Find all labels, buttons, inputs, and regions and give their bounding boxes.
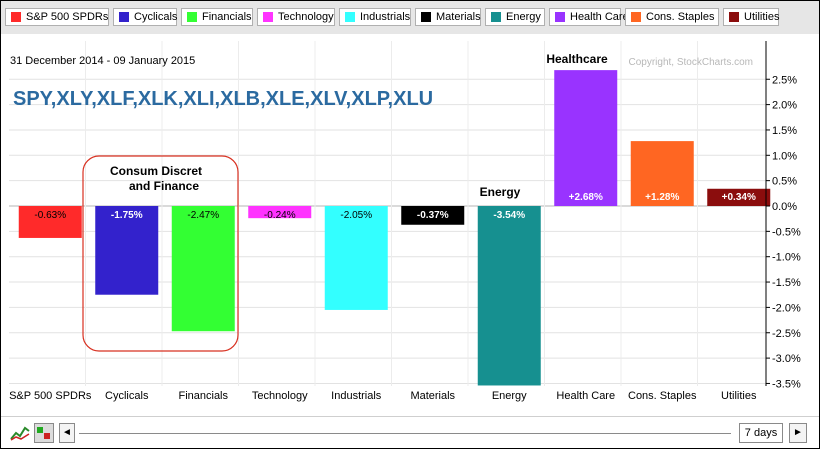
legend-item[interactable]: Cyclicals [113, 8, 177, 26]
y-tick-label: -2.5% [772, 328, 801, 340]
symbols-title: SPY,XLY,XLF,XLK,XLI,XLB,XLE,XLV,XLP,XLU [13, 88, 433, 110]
bar-value-label: -0.24% [264, 210, 296, 221]
range-select[interactable]: 7 days [739, 423, 783, 443]
legend-item[interactable]: Technology [257, 8, 335, 26]
category-label: Materials [410, 390, 455, 402]
legend-item[interactable]: Cons. Staples [625, 8, 719, 26]
bar [630, 141, 694, 206]
y-tick-label: 2.0% [772, 100, 797, 112]
legend-item[interactable]: Health Care [549, 8, 629, 26]
category-label: Health Care [556, 390, 615, 402]
perf-chart: 31 December 2014 - 09 January 2015 SPY,X… [9, 41, 801, 402]
category-label: Utilities [721, 390, 757, 402]
date-range: 31 December 2014 - 09 January 2015 [10, 55, 195, 67]
chart-type-button[interactable] [9, 423, 31, 443]
bar-value-label: -2.47% [187, 210, 219, 221]
y-axis: 2.5% 2.0% 1.5% 1.0% 0.5% 0.0% -0.5% -1.0% -1.5% -… [765, 41, 801, 390]
legend-swatch [491, 12, 501, 22]
y-tick-label: -3.5% [772, 378, 801, 390]
bar-value-label: -1.75% [111, 210, 143, 221]
bar-value-label: -0.63% [34, 210, 66, 221]
bar-value-label: +0.34% [722, 192, 756, 203]
legend-item[interactable]: S&P 500 SPDRs [5, 8, 109, 26]
bar-chart-icon [37, 427, 50, 439]
legend-bar: S&P 500 SPDRs Cyclicals Financials Technolo… [1, 1, 819, 34]
energy-note: Energy [480, 185, 521, 199]
bottom-toolbar: ◄ 7 days ► [1, 416, 819, 448]
legend-swatch [729, 12, 739, 22]
scroll-track[interactable] [79, 433, 731, 434]
y-tick-label: 1.0% [772, 150, 797, 162]
bar [95, 206, 159, 295]
bar [554, 70, 618, 207]
consum-discret-note-line1: Consum Discret [110, 164, 202, 178]
bar [18, 206, 82, 238]
y-tick-label: -3.0% [772, 353, 801, 365]
x-axis: S&P 500 SPDRs Cyclicals Financials Technolo… [9, 390, 757, 402]
legend-label: S&P 500 SPDRs [26, 11, 109, 23]
y-tick-label: 0.5% [772, 176, 797, 188]
legend-swatch [187, 12, 197, 22]
line-chart-icon [10, 426, 30, 441]
category-label: Technology [252, 390, 308, 402]
y-tick-label: 1.5% [772, 125, 797, 137]
legend-swatch [119, 12, 129, 22]
legend-item[interactable]: Energy [485, 8, 545, 26]
legend-swatch [11, 12, 21, 22]
bar-value-label: -0.37% [417, 210, 449, 221]
category-label: S&P 500 SPDRs [9, 390, 92, 402]
y-tick-label: -0.5% [772, 226, 801, 238]
category-label: Industrials [331, 390, 382, 402]
bar-chart-button[interactable] [34, 423, 54, 443]
legend-swatch [345, 12, 355, 22]
legend-label: Cons. Staples [646, 11, 715, 23]
y-tick-label: 0.0% [772, 201, 797, 213]
healthcare-note: Healthcare [546, 52, 608, 66]
consum-discret-note-line2: and Finance [129, 179, 199, 193]
y-tick-label: -2.0% [772, 302, 801, 314]
legend-label: Cyclicals [134, 11, 178, 23]
legend-label: Industrials [360, 11, 411, 23]
legend-label: Materials [436, 11, 481, 23]
legend-swatch [421, 12, 431, 22]
bar-value-label: -2.05% [340, 210, 372, 221]
bars: -0.63% -1.75% -2.47% -0.24% -2.05% -0.37% -3.5… [18, 70, 771, 386]
bar [171, 206, 235, 332]
legend-item[interactable]: Materials [415, 8, 481, 26]
category-label: Cons. Staples [628, 390, 697, 402]
bar-value-label: +1.28% [645, 192, 679, 203]
legend-label: Utilities [744, 11, 780, 23]
legend-swatch [631, 12, 641, 22]
copyright: Copyright, StockCharts.com [629, 57, 754, 68]
legend-label: Technology [278, 11, 334, 23]
bar-value-label: -3.54% [493, 210, 525, 221]
bar-value-label: +2.68% [569, 192, 603, 203]
bar [248, 206, 312, 219]
y-tick-label: -1.5% [772, 277, 801, 289]
bar [401, 206, 465, 225]
bar [707, 188, 771, 206]
legend-item[interactable]: Utilities [723, 8, 779, 26]
legend-swatch [263, 12, 273, 22]
legend-item[interactable]: Financials [181, 8, 253, 26]
y-tick-label: 2.5% [772, 74, 797, 86]
category-label: Cyclicals [105, 390, 149, 402]
legend-label: Health Care [570, 11, 629, 23]
legend-label: Financials [202, 11, 252, 23]
consum-discret-highlight [82, 155, 239, 352]
scroll-right-button[interactable]: ► [789, 423, 807, 443]
legend-swatch [555, 12, 565, 22]
category-label: Energy [492, 390, 527, 402]
legend-item[interactable]: Industrials [339, 8, 411, 26]
scroll-left-button[interactable]: ◄ [59, 423, 75, 443]
legend-label: Energy [506, 11, 541, 23]
bar [477, 206, 541, 386]
category-label: Financials [178, 390, 228, 402]
bar [324, 206, 388, 310]
y-tick-label: -1.0% [772, 252, 801, 264]
